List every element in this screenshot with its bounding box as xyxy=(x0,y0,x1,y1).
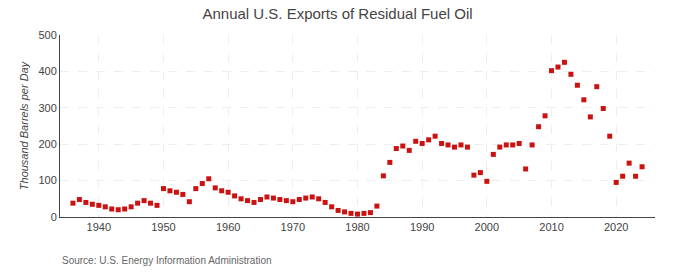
svg-text:2010: 2010 xyxy=(539,221,563,233)
svg-text:1980: 1980 xyxy=(345,221,369,233)
svg-text:400: 400 xyxy=(38,65,56,77)
svg-text:1990: 1990 xyxy=(410,221,434,233)
svg-text:1940: 1940 xyxy=(87,221,111,233)
svg-text:500: 500 xyxy=(38,29,56,41)
svg-text:100: 100 xyxy=(38,174,56,186)
svg-text:Thousand Barrels per Day: Thousand Barrels per Day xyxy=(18,60,30,190)
svg-text:2020: 2020 xyxy=(604,221,628,233)
svg-text:Source: U.S. Energy Informatio: Source: U.S. Energy Information Administ… xyxy=(62,255,272,266)
svg-text:0: 0 xyxy=(51,211,57,223)
svg-text:200: 200 xyxy=(38,138,56,150)
svg-text:1970: 1970 xyxy=(281,221,305,233)
svg-text:Annual U.S. Exports of Residua: Annual U.S. Exports of Residual Fuel Oil xyxy=(202,5,472,22)
svg-text:300: 300 xyxy=(38,102,56,114)
svg-text:1960: 1960 xyxy=(216,221,240,233)
svg-text:2000: 2000 xyxy=(475,221,499,233)
svg-text:1950: 1950 xyxy=(151,221,175,233)
